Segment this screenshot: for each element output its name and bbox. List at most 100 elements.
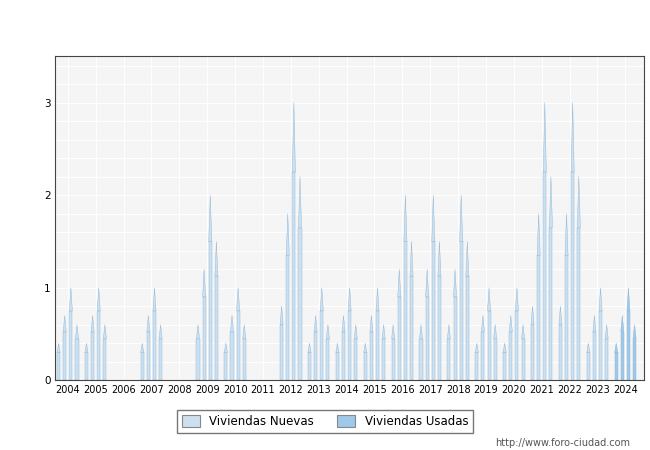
Polygon shape xyxy=(231,332,233,380)
Polygon shape xyxy=(103,338,107,380)
Polygon shape xyxy=(475,352,478,380)
Polygon shape xyxy=(70,311,72,380)
Polygon shape xyxy=(509,332,512,380)
Polygon shape xyxy=(419,338,422,380)
Polygon shape xyxy=(196,338,200,380)
Polygon shape xyxy=(237,288,240,311)
Polygon shape xyxy=(354,338,358,380)
Polygon shape xyxy=(140,343,144,352)
Polygon shape xyxy=(475,343,478,352)
Polygon shape xyxy=(85,343,88,352)
Polygon shape xyxy=(314,315,317,332)
Polygon shape xyxy=(354,325,358,338)
Polygon shape xyxy=(565,214,568,255)
Polygon shape xyxy=(308,352,311,380)
Polygon shape xyxy=(621,315,624,332)
Polygon shape xyxy=(224,343,227,352)
Polygon shape xyxy=(98,288,100,311)
Polygon shape xyxy=(209,241,212,380)
Polygon shape xyxy=(466,241,469,276)
Polygon shape xyxy=(91,332,94,380)
Polygon shape xyxy=(280,325,283,380)
Polygon shape xyxy=(621,332,624,380)
Polygon shape xyxy=(503,352,506,380)
Polygon shape xyxy=(482,332,484,380)
Polygon shape xyxy=(571,103,574,172)
Polygon shape xyxy=(537,255,540,380)
Polygon shape xyxy=(215,241,218,276)
Polygon shape xyxy=(348,288,351,311)
Polygon shape xyxy=(515,311,519,380)
Polygon shape xyxy=(298,228,302,380)
Polygon shape xyxy=(460,195,463,241)
Polygon shape xyxy=(438,276,441,380)
Polygon shape xyxy=(70,288,72,311)
Polygon shape xyxy=(91,315,94,332)
Polygon shape xyxy=(364,352,367,380)
Polygon shape xyxy=(615,343,618,352)
Polygon shape xyxy=(153,288,156,311)
Polygon shape xyxy=(391,338,395,380)
Polygon shape xyxy=(559,325,562,380)
Polygon shape xyxy=(320,311,323,380)
Polygon shape xyxy=(587,343,590,352)
Polygon shape xyxy=(342,332,345,380)
Polygon shape xyxy=(63,315,66,332)
Polygon shape xyxy=(286,255,289,380)
Polygon shape xyxy=(432,195,435,241)
Polygon shape xyxy=(147,315,150,332)
Polygon shape xyxy=(627,288,630,311)
Polygon shape xyxy=(98,311,100,380)
Polygon shape xyxy=(404,241,407,380)
Polygon shape xyxy=(57,343,60,352)
Text: Ocón  –  Evolucion del Nº de Transacciones Inmobiliarias: Ocón – Evolucion del Nº de Transacciones… xyxy=(109,16,541,31)
Polygon shape xyxy=(577,176,580,228)
Polygon shape xyxy=(398,297,401,380)
Polygon shape xyxy=(549,176,552,228)
Polygon shape xyxy=(410,241,413,276)
Polygon shape xyxy=(571,172,574,380)
Polygon shape xyxy=(559,306,562,325)
Polygon shape xyxy=(298,176,302,228)
Polygon shape xyxy=(488,311,491,380)
Polygon shape xyxy=(426,269,429,297)
Polygon shape xyxy=(75,325,79,338)
Polygon shape xyxy=(482,315,484,332)
Polygon shape xyxy=(342,315,345,332)
Polygon shape xyxy=(432,241,435,380)
Polygon shape xyxy=(531,325,534,380)
Polygon shape xyxy=(515,288,519,311)
Polygon shape xyxy=(336,343,339,352)
Polygon shape xyxy=(196,325,200,338)
Text: http://www.foro-ciudad.com: http://www.foro-ciudad.com xyxy=(495,438,630,448)
Polygon shape xyxy=(605,338,608,380)
Polygon shape xyxy=(419,325,422,338)
Polygon shape xyxy=(320,288,323,311)
Polygon shape xyxy=(493,325,497,338)
Polygon shape xyxy=(549,228,552,380)
Polygon shape xyxy=(203,297,205,380)
Polygon shape xyxy=(308,343,311,352)
Polygon shape xyxy=(147,332,150,380)
Polygon shape xyxy=(63,332,66,380)
Polygon shape xyxy=(454,269,456,297)
Polygon shape xyxy=(382,325,385,338)
Polygon shape xyxy=(140,352,144,380)
Polygon shape xyxy=(447,325,450,338)
Polygon shape xyxy=(633,325,636,338)
Polygon shape xyxy=(153,311,156,380)
Polygon shape xyxy=(565,255,568,380)
Polygon shape xyxy=(587,352,590,380)
Polygon shape xyxy=(410,276,413,380)
Polygon shape xyxy=(521,325,525,338)
Polygon shape xyxy=(203,269,205,297)
Polygon shape xyxy=(615,352,618,380)
Polygon shape xyxy=(75,338,79,380)
Polygon shape xyxy=(103,325,107,338)
Polygon shape xyxy=(336,352,339,380)
Polygon shape xyxy=(215,276,218,380)
Polygon shape xyxy=(382,338,385,380)
Polygon shape xyxy=(438,241,441,276)
Polygon shape xyxy=(242,338,246,380)
Polygon shape xyxy=(391,325,395,338)
